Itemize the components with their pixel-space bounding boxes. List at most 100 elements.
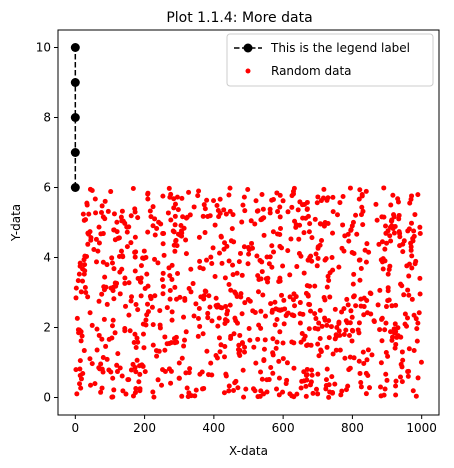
random-data-point bbox=[83, 289, 89, 295]
random-data-point bbox=[114, 362, 120, 368]
random-data-point bbox=[147, 208, 153, 214]
random-data-point bbox=[164, 305, 170, 311]
random-data-point bbox=[354, 231, 360, 237]
random-data-point bbox=[143, 317, 149, 323]
random-data-point bbox=[270, 197, 276, 203]
random-data-point bbox=[122, 275, 128, 281]
random-data-point bbox=[154, 353, 160, 359]
random-data-point bbox=[100, 259, 106, 265]
random-data-point bbox=[332, 381, 338, 387]
random-data-point bbox=[222, 317, 228, 323]
random-data-point bbox=[344, 296, 350, 302]
random-data-point bbox=[270, 370, 276, 376]
random-data-point bbox=[171, 229, 177, 235]
random-data-point bbox=[379, 239, 385, 245]
random-data-point bbox=[321, 186, 327, 192]
random-data-point bbox=[301, 369, 307, 375]
random-data-point bbox=[281, 297, 287, 303]
random-data-point bbox=[346, 333, 352, 339]
random-data-point bbox=[393, 383, 399, 389]
random-data-point bbox=[315, 341, 321, 347]
random-data-point bbox=[277, 204, 283, 210]
random-data-point bbox=[390, 192, 396, 198]
random-data-point bbox=[318, 221, 324, 227]
random-data-point bbox=[358, 265, 364, 271]
random-data-point bbox=[94, 326, 100, 332]
random-data-point bbox=[132, 331, 138, 337]
random-data-point bbox=[324, 322, 330, 328]
random-data-point bbox=[309, 372, 315, 378]
random-data-point bbox=[379, 338, 385, 344]
random-data-point bbox=[93, 210, 99, 216]
random-data-point bbox=[150, 322, 156, 328]
random-data-point bbox=[171, 205, 177, 211]
random-data-point bbox=[204, 348, 210, 354]
random-data-point bbox=[357, 277, 363, 283]
random-data-point bbox=[162, 347, 168, 353]
random-data-point bbox=[92, 196, 98, 202]
random-data-point bbox=[159, 382, 165, 388]
random-data-point bbox=[168, 380, 174, 386]
random-data-point bbox=[208, 360, 214, 366]
random-data-point bbox=[89, 188, 95, 193]
random-data-point bbox=[312, 283, 318, 289]
random-data-point bbox=[82, 262, 88, 268]
random-data-point bbox=[375, 302, 381, 308]
random-data-point bbox=[334, 212, 340, 218]
random-data-point bbox=[231, 388, 236, 394]
random-data-point bbox=[167, 296, 173, 302]
random-data-point bbox=[169, 276, 175, 282]
random-data-point bbox=[169, 317, 175, 323]
random-data-point bbox=[289, 193, 295, 199]
random-data-point bbox=[164, 341, 170, 347]
random-data-point bbox=[200, 266, 206, 272]
random-data-point bbox=[324, 197, 330, 203]
random-data-point bbox=[147, 293, 153, 299]
random-data-point bbox=[253, 198, 259, 204]
random-data-point bbox=[188, 393, 194, 399]
random-data-point bbox=[195, 315, 201, 321]
random-data-point bbox=[280, 340, 286, 346]
random-data-point bbox=[289, 204, 295, 210]
random-data-point bbox=[274, 317, 280, 323]
random-data-point bbox=[200, 386, 205, 392]
random-data-point bbox=[237, 250, 243, 256]
random-data-point bbox=[133, 302, 139, 308]
random-data-point bbox=[333, 347, 339, 353]
random-data-point bbox=[272, 322, 278, 328]
random-data-point bbox=[221, 207, 227, 213]
y-tick-label-2: 2 bbox=[43, 321, 51, 335]
random-data-point bbox=[85, 294, 91, 300]
random-data-point bbox=[294, 264, 300, 270]
random-data-point bbox=[111, 387, 117, 393]
random-data-point bbox=[344, 320, 350, 326]
random-data-point bbox=[118, 248, 124, 254]
random-data-point bbox=[345, 302, 351, 308]
random-data-point bbox=[329, 374, 335, 380]
random-data-point bbox=[195, 333, 201, 339]
random-data-point bbox=[102, 198, 108, 204]
random-data-point bbox=[276, 375, 282, 381]
random-data-point bbox=[353, 303, 359, 309]
random-data-point bbox=[383, 350, 389, 355]
random-data-point bbox=[86, 211, 92, 217]
random-data-point bbox=[93, 236, 99, 242]
random-data-point bbox=[274, 386, 279, 392]
random-data-point bbox=[349, 249, 355, 255]
random-data-point bbox=[341, 248, 347, 254]
random-data-point bbox=[267, 210, 273, 216]
random-data-points bbox=[73, 185, 424, 400]
random-data-point bbox=[196, 234, 202, 240]
random-data-point bbox=[297, 300, 303, 306]
random-data-point bbox=[255, 208, 261, 214]
random-data-point bbox=[175, 270, 181, 276]
random-data-point bbox=[80, 370, 86, 376]
random-data-point bbox=[114, 280, 120, 286]
random-data-point bbox=[73, 367, 79, 373]
random-data-point bbox=[176, 375, 182, 381]
random-data-point bbox=[304, 377, 310, 383]
random-data-point bbox=[212, 274, 218, 279]
random-data-point bbox=[356, 358, 362, 364]
random-data-point bbox=[261, 357, 267, 363]
random-data-point bbox=[162, 368, 168, 374]
